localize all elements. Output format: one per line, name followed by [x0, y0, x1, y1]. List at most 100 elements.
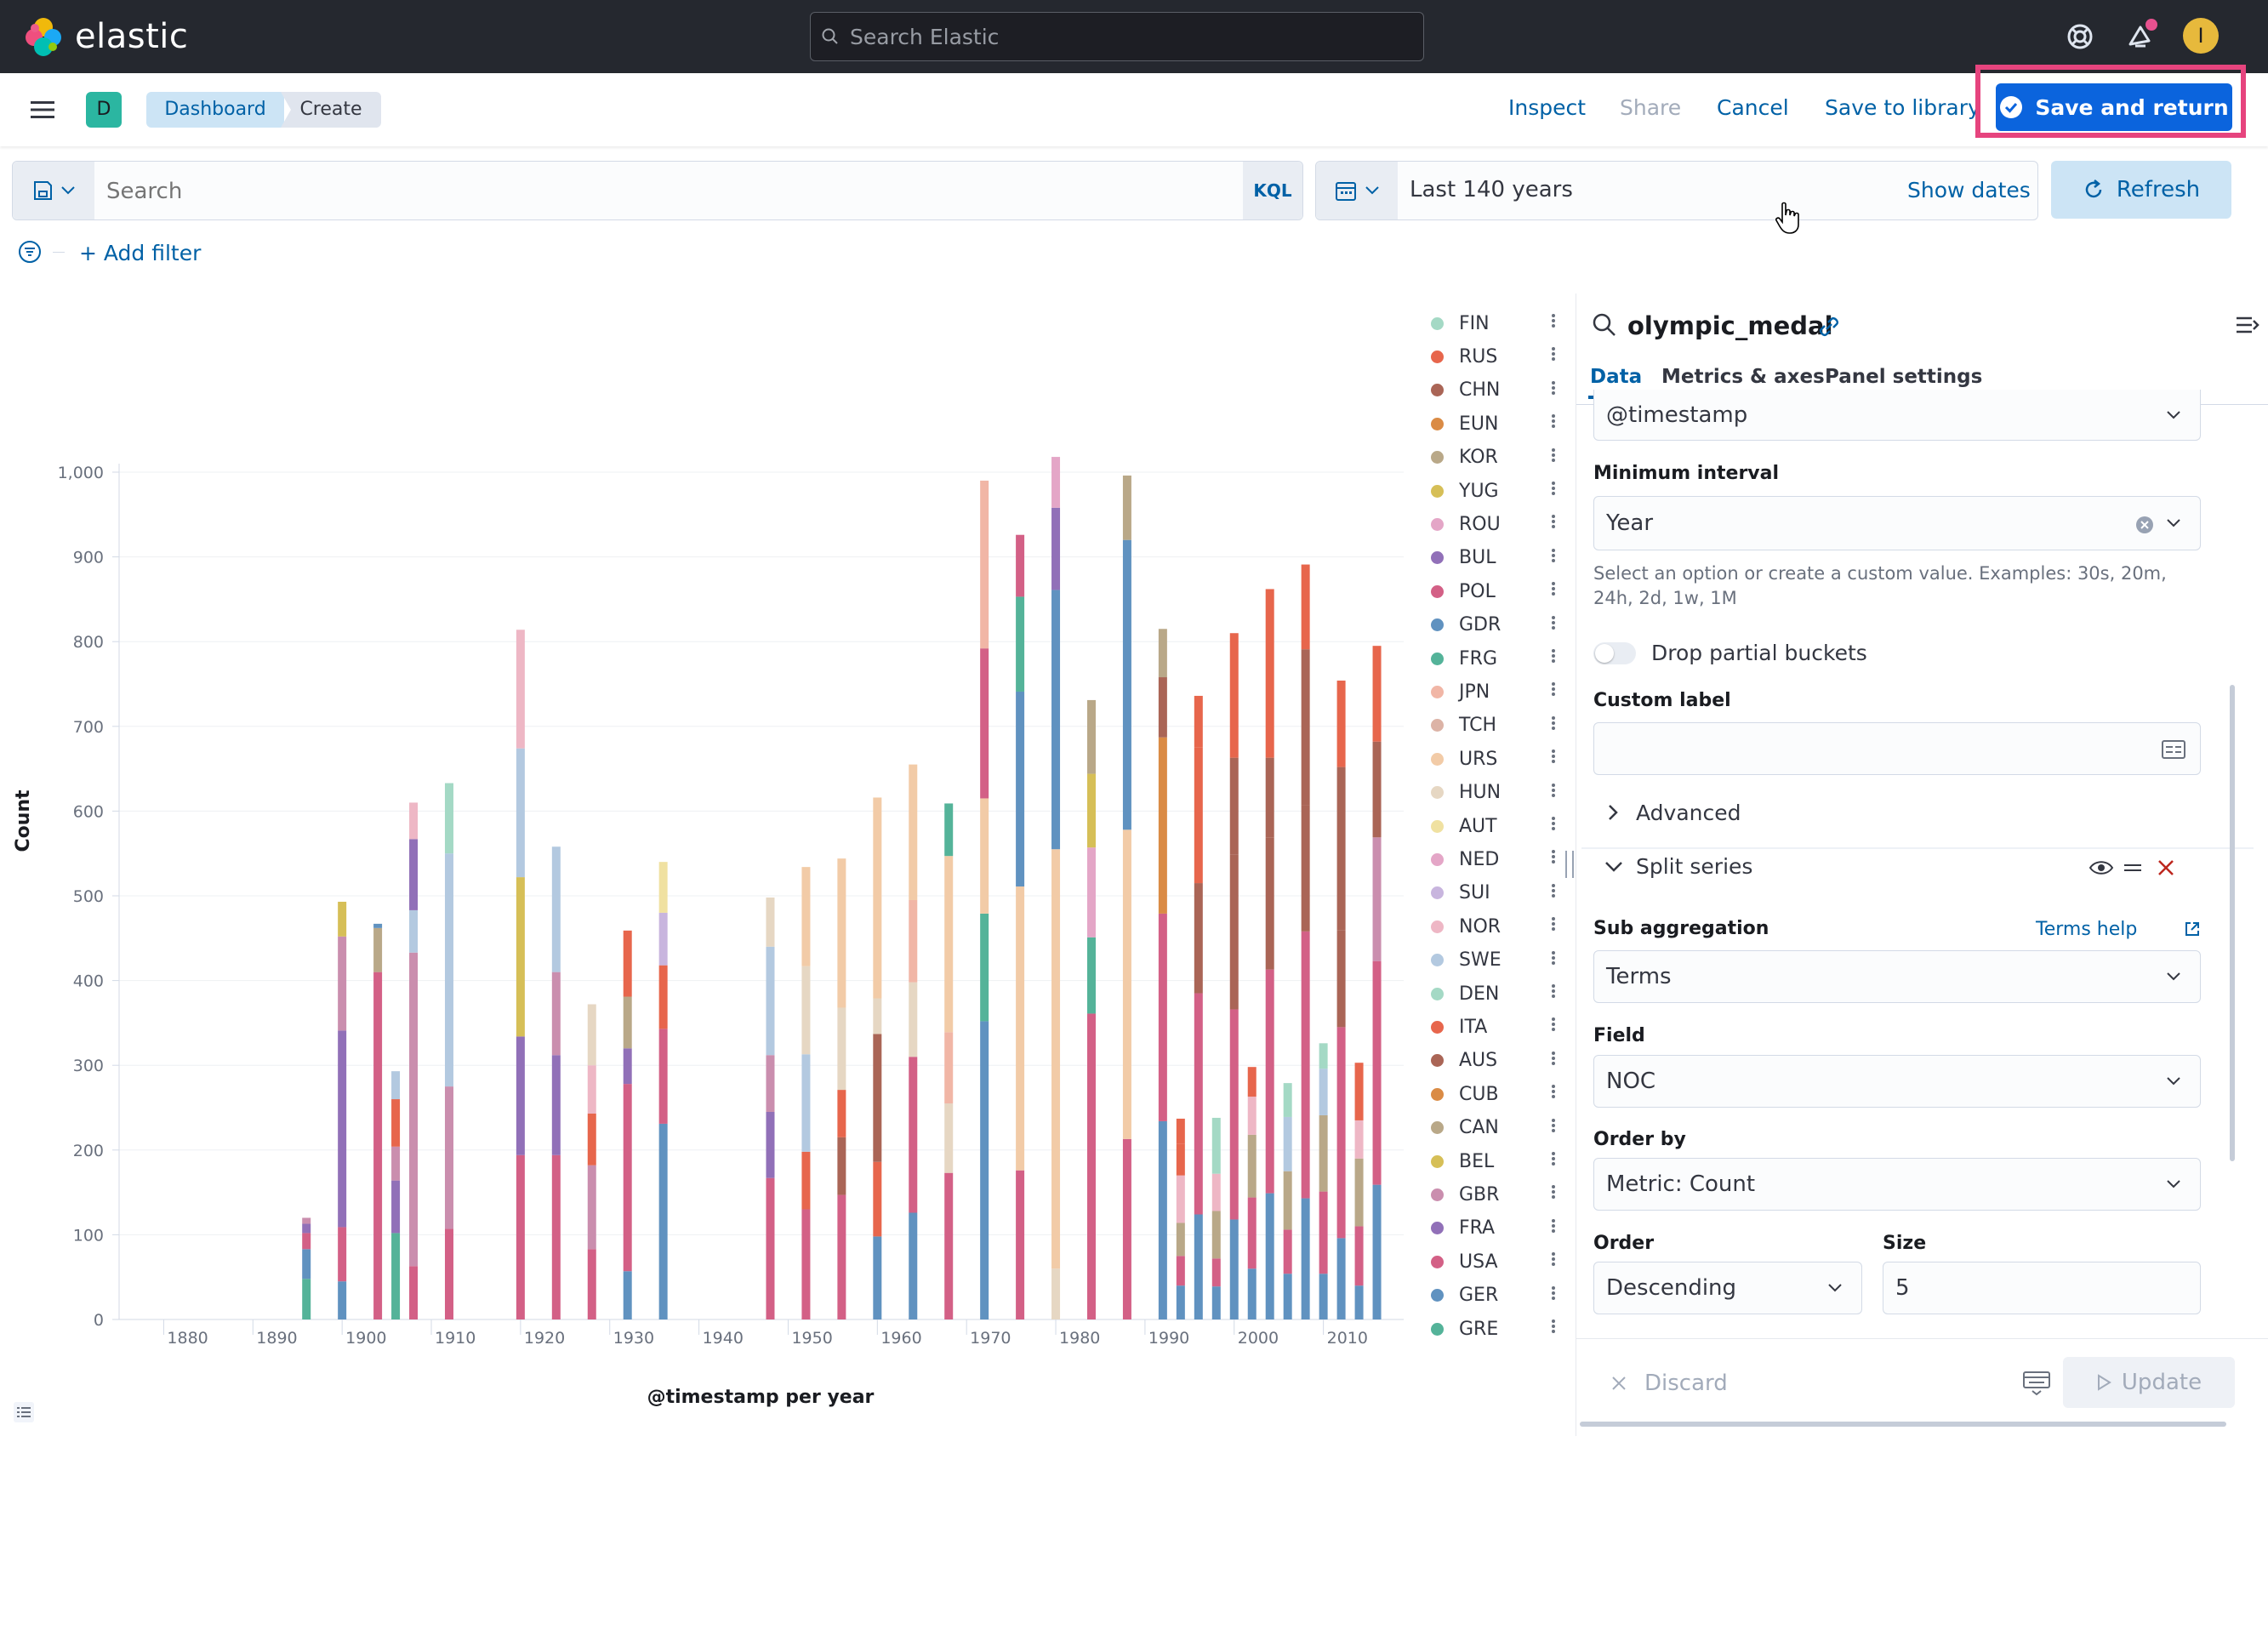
field-select[interactable]: NOC — [1593, 1055, 2201, 1108]
legend-item[interactable]: DEN — [1431, 981, 1499, 1006]
space-avatar[interactable]: D — [86, 92, 122, 128]
advanced-toggle[interactable]: Advanced — [1636, 801, 1741, 825]
legend-item[interactable]: AUS — [1431, 1048, 1497, 1074]
drag-handle-icon[interactable] — [2123, 861, 2143, 875]
legend-item[interactable]: USA — [1431, 1249, 1498, 1274]
chevron-down-icon[interactable] — [1604, 859, 1624, 875]
saved-query-menu[interactable] — [13, 162, 94, 219]
legend-actions-icon[interactable] — [1552, 1016, 1557, 1033]
link-icon[interactable] — [1816, 314, 1842, 339]
elastic-logo[interactable]: elastic — [24, 17, 188, 56]
cancel-link[interactable]: Cancel — [1717, 95, 1789, 120]
legend-actions-icon[interactable] — [1552, 647, 1557, 664]
legend-actions-icon[interactable] — [1552, 1183, 1557, 1200]
add-filter-link[interactable]: + Add filter — [79, 241, 202, 265]
legend-actions-icon[interactable] — [1552, 547, 1557, 564]
auto-apply-icon[interactable] — [2022, 1371, 2051, 1396]
legend-actions-icon[interactable] — [1552, 915, 1557, 932]
tab-metrics-axes[interactable]: Metrics & axes — [1661, 366, 1825, 388]
legend-item[interactable]: NED — [1431, 846, 1499, 872]
eye-icon[interactable] — [2088, 858, 2114, 877]
legend-item[interactable]: BUL — [1431, 545, 1496, 571]
global-search[interactable] — [810, 12, 1424, 61]
horizontal-scrollbar[interactable] — [1580, 1422, 2226, 1427]
legend-actions-icon[interactable] — [1552, 815, 1557, 832]
legend-item[interactable]: GER — [1431, 1283, 1498, 1308]
legend-actions-icon[interactable] — [1552, 748, 1557, 765]
legend-actions-icon[interactable] — [1552, 715, 1557, 732]
legend-actions-icon[interactable] — [1552, 1117, 1557, 1134]
inspect-link[interactable]: Inspect — [1508, 95, 1587, 120]
save-and-return-button[interactable]: Save and return — [1996, 83, 2232, 131]
legend-item[interactable]: GDR — [1431, 613, 1501, 638]
legend-item[interactable]: EUN — [1431, 411, 1498, 436]
tab-data[interactable]: Data — [1590, 366, 1643, 388]
terms-help-link[interactable]: Terms help — [2036, 919, 2138, 940]
save-to-library-link[interactable]: Save to library — [1825, 95, 1980, 120]
order-by-select[interactable]: Metric: Count — [1593, 1158, 2201, 1211]
global-search-input[interactable] — [848, 23, 1396, 50]
legend-actions-icon[interactable] — [1552, 681, 1557, 698]
legend-actions-icon[interactable] — [1552, 1050, 1557, 1067]
user-avatar[interactable]: I — [2183, 18, 2219, 54]
legend-item[interactable]: URS — [1431, 746, 1497, 772]
legend-actions-icon[interactable] — [1552, 1285, 1557, 1302]
filter-icon[interactable] — [17, 239, 43, 265]
legend-item[interactable]: NOR — [1431, 914, 1501, 939]
legend-item[interactable]: CHN — [1431, 378, 1500, 403]
refresh-button[interactable]: Refresh — [2051, 161, 2231, 219]
quick-select-button[interactable] — [1316, 162, 1398, 219]
legend-item[interactable]: HUN — [1431, 780, 1501, 806]
collapse-sidebar-icon[interactable] — [2235, 314, 2260, 336]
chevron-right-icon[interactable] — [1605, 803, 1621, 822]
legend-actions-icon[interactable] — [1552, 447, 1557, 464]
clear-icon[interactable] — [2135, 516, 2154, 534]
legend-toggle-icon[interactable] — [12, 1400, 36, 1424]
legend-item[interactable]: SUI — [1431, 881, 1490, 906]
share-link[interactable]: Share — [1620, 95, 1682, 120]
time-range-label[interactable]: Last 140 years — [1410, 177, 1573, 202]
legend-actions-icon[interactable] — [1552, 949, 1557, 966]
legend-item[interactable]: AUT — [1431, 813, 1497, 839]
order-select[interactable]: Descending — [1593, 1262, 1862, 1314]
legend-actions-icon[interactable] — [1552, 480, 1557, 497]
legend-actions-icon[interactable] — [1552, 782, 1557, 799]
panel-scrollbar[interactable] — [2230, 685, 2235, 1161]
legend-actions-icon[interactable] — [1552, 1083, 1557, 1100]
show-dates-link[interactable]: Show dates — [1907, 178, 2031, 202]
legend-item[interactable]: KOR — [1431, 445, 1498, 470]
tab-panel-settings[interactable]: Panel settings — [1825, 366, 1983, 388]
help-icon[interactable] — [2064, 20, 2096, 53]
custom-label-input[interactable] — [1593, 722, 2201, 775]
sub-aggregation-select[interactable]: Terms — [1593, 950, 2201, 1003]
remove-icon[interactable] — [2157, 858, 2175, 877]
legend-item[interactable]: JPN — [1431, 679, 1490, 704]
legend-actions-icon[interactable] — [1552, 345, 1557, 362]
query-search-input[interactable] — [105, 174, 1231, 209]
legend-actions-icon[interactable] — [1552, 882, 1557, 899]
discard-button[interactable]: Discard — [1644, 1371, 1728, 1396]
date-field-select[interactable]: @timestamp — [1593, 390, 2201, 441]
legend-actions-icon[interactable] — [1552, 614, 1557, 631]
legend-actions-icon[interactable] — [1552, 580, 1557, 597]
legend-item[interactable]: BEL — [1431, 1148, 1494, 1174]
min-interval-select[interactable]: Year — [1593, 496, 2201, 550]
menu-icon[interactable] — [29, 99, 56, 121]
drop-partial-toggle[interactable] — [1593, 642, 1636, 664]
legend-item[interactable]: CAN — [1431, 1115, 1499, 1141]
legend-actions-icon[interactable] — [1552, 1217, 1557, 1234]
legend-item[interactable]: SWE — [1431, 948, 1502, 973]
legend-item[interactable]: RUS — [1431, 344, 1497, 369]
legend-actions-icon[interactable] — [1552, 379, 1557, 396]
legend-item[interactable]: GRE — [1431, 1316, 1498, 1342]
size-input[interactable]: 5 — [1883, 1262, 2201, 1314]
legend-item[interactable]: FRG — [1431, 646, 1497, 671]
legend-item[interactable]: TCH — [1431, 713, 1496, 738]
legend-actions-icon[interactable] — [1552, 312, 1557, 329]
kql-toggle[interactable]: KQL — [1243, 162, 1302, 219]
legend-actions-icon[interactable] — [1552, 1251, 1557, 1268]
legend-item[interactable]: YUG — [1431, 478, 1499, 504]
legend-item[interactable]: FRA — [1431, 1216, 1495, 1241]
update-button[interactable]: Update — [2063, 1357, 2235, 1408]
resize-handle[interactable] — [1565, 851, 1574, 878]
